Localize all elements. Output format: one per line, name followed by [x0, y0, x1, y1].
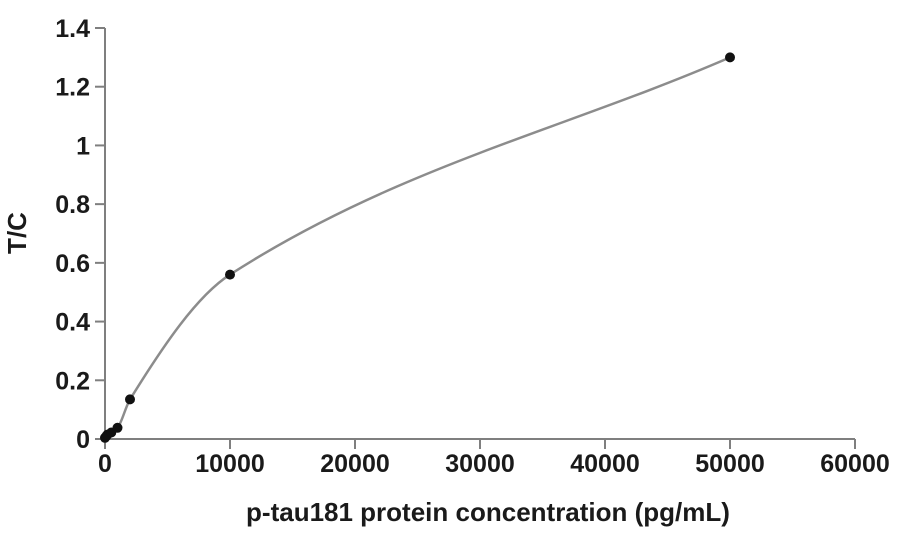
y-tick-label: 0 — [76, 426, 90, 454]
y-axis-title: T/C — [2, 212, 32, 254]
y-tick-label: 1.4 — [55, 15, 90, 43]
x-tick-label: 0 — [98, 450, 112, 478]
data-point-marker — [725, 52, 735, 63]
x-tick-label: 60000 — [820, 450, 890, 478]
y-tick-label: 0.2 — [55, 367, 90, 395]
data-point-marker — [112, 422, 123, 433]
y-tick-label: 0.6 — [55, 250, 90, 278]
x-tick-label: 40000 — [570, 450, 640, 478]
x-tick-label: 50000 — [695, 450, 765, 478]
data-point-marker — [225, 269, 235, 280]
y-tick-label: 0.4 — [55, 309, 90, 337]
y-tick-label: 1 — [76, 132, 90, 160]
series-line — [103, 56, 731, 439]
x-axis-title: p-tau181 protein concentration (pg/mL) — [246, 497, 730, 527]
data-point-marker — [125, 394, 135, 405]
y-tick-label: 0.8 — [55, 191, 90, 219]
x-tick-label: 30000 — [445, 450, 515, 478]
x-tick-label: 20000 — [320, 450, 390, 478]
x-tick-label: 10000 — [195, 450, 265, 478]
y-tick-label: 1.2 — [55, 74, 90, 102]
plot-layer: 0 0.2 0.4 0.6 0.8 1 1.2 1.4 0 10000 20000 30000 4000… — [55, 15, 890, 478]
